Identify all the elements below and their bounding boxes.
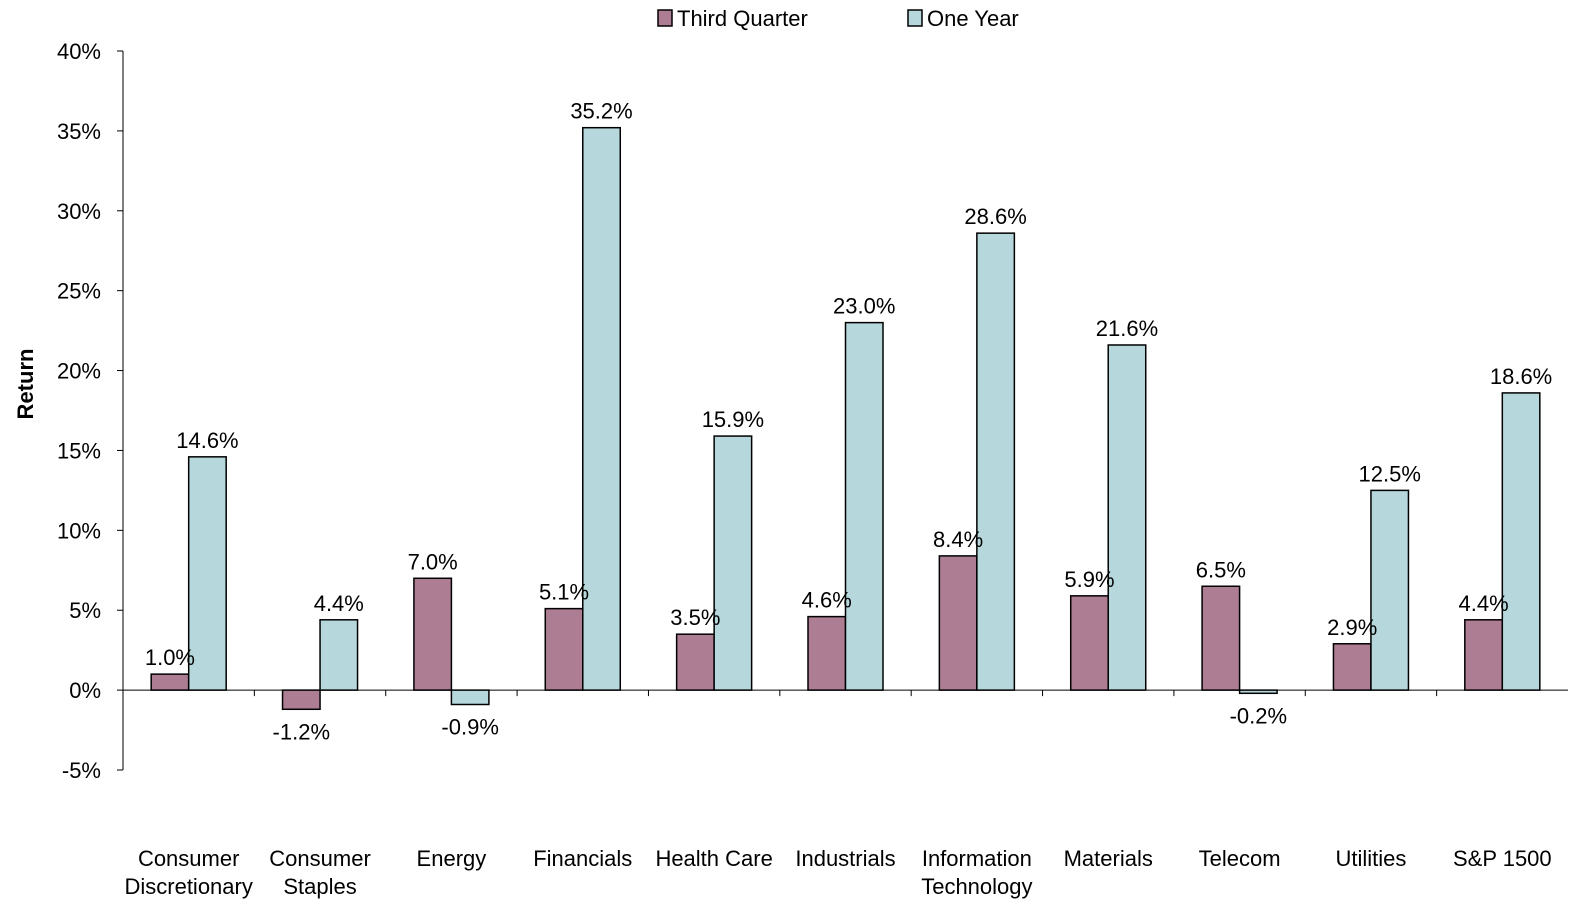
category-label: Utilities bbox=[1336, 846, 1407, 871]
category-label: Staples bbox=[283, 874, 356, 899]
category-label: Consumer bbox=[269, 846, 370, 871]
data-label: 3.5% bbox=[670, 605, 720, 630]
axes: -5% 0% 5% 10% 15% 20% 25% 30% 35% 40% bbox=[57, 39, 1568, 783]
data-label: 12.5% bbox=[1359, 461, 1421, 486]
y-tick-label: 10% bbox=[57, 518, 101, 543]
data-label: 1.0% bbox=[145, 645, 195, 670]
data-label: 7.0% bbox=[408, 549, 458, 574]
bar-third-quarter bbox=[675, 633, 715, 691]
y-tick-label: 20% bbox=[57, 359, 101, 384]
category-label: Information bbox=[922, 846, 1032, 871]
legend-label-one-year: One Year bbox=[927, 6, 1019, 31]
data-label: 28.6% bbox=[964, 204, 1026, 229]
legend-label-third-quarter: Third Quarter bbox=[677, 6, 808, 31]
data-label: 4.4% bbox=[1458, 591, 1508, 616]
data-label: 5.1% bbox=[539, 580, 589, 605]
data-label: -0.9% bbox=[441, 714, 498, 739]
bar-third-quarter bbox=[150, 673, 190, 691]
y-tick-label: 25% bbox=[57, 279, 101, 304]
y-tick-label: 30% bbox=[57, 199, 101, 224]
data-label: 23.0% bbox=[833, 294, 895, 319]
data-label: 35.2% bbox=[570, 99, 632, 124]
bar-one-year bbox=[319, 619, 359, 691]
data-labels: 1.0% 14.6% -1.2% 4.4% 7.0% -0.9% 5.1% 35.2% 3.5%… bbox=[145, 99, 1552, 745]
bar-third-quarter bbox=[1332, 643, 1372, 691]
bar-one-year bbox=[844, 321, 884, 691]
data-label: 15.9% bbox=[702, 407, 764, 432]
bar-third-quarter bbox=[807, 615, 847, 691]
bar-one-year bbox=[450, 689, 490, 706]
bar-one-year bbox=[1501, 392, 1541, 691]
bar-third-quarter bbox=[413, 577, 453, 691]
category-label: Energy bbox=[417, 846, 487, 871]
y-tick-label: 5% bbox=[69, 598, 101, 623]
bar-one-year bbox=[1107, 344, 1147, 691]
y-tick-label: 15% bbox=[57, 438, 101, 463]
data-label: 5.9% bbox=[1064, 567, 1114, 592]
bar-one-year bbox=[1370, 489, 1410, 691]
y-axis-label: Return bbox=[13, 349, 38, 420]
y-tick-label: 40% bbox=[57, 39, 101, 64]
bar-one-year bbox=[582, 126, 622, 691]
data-label: -0.2% bbox=[1230, 703, 1287, 728]
category-label: Consumer bbox=[138, 846, 239, 871]
data-label: 4.4% bbox=[314, 591, 364, 616]
category-label: Industrials bbox=[795, 846, 895, 871]
bars bbox=[150, 126, 1541, 711]
data-label: 14.6% bbox=[176, 428, 238, 453]
bar-third-quarter bbox=[1201, 585, 1241, 691]
category-label: Financials bbox=[533, 846, 632, 871]
bar-one-year bbox=[713, 435, 753, 691]
bar-third-quarter bbox=[544, 607, 584, 691]
category-label: Technology bbox=[921, 874, 1032, 899]
bar-one-year bbox=[187, 456, 227, 691]
data-label: 8.4% bbox=[933, 527, 983, 552]
category-label: Health Care bbox=[655, 846, 772, 871]
category-label: S&P 1500 bbox=[1453, 846, 1552, 871]
y-tick-label: 0% bbox=[69, 678, 101, 703]
bar-one-year bbox=[1238, 689, 1278, 695]
data-label: 6.5% bbox=[1196, 557, 1246, 582]
legend-swatch-one-year bbox=[907, 9, 923, 27]
bar-third-quarter bbox=[281, 689, 321, 711]
bar-one-year bbox=[976, 232, 1016, 691]
bar-third-quarter bbox=[1069, 595, 1109, 691]
data-label: 2.9% bbox=[1327, 615, 1377, 640]
y-tick-label: -5% bbox=[62, 758, 101, 783]
y-tick-label: 35% bbox=[57, 119, 101, 144]
category-label: Telecom bbox=[1199, 846, 1281, 871]
data-label: -1.2% bbox=[273, 719, 330, 744]
legend-swatch-third-quarter bbox=[657, 9, 673, 27]
category-label: Discretionary bbox=[124, 874, 252, 899]
data-label: 18.6% bbox=[1490, 364, 1552, 389]
category-label: Materials bbox=[1064, 846, 1153, 871]
category-labels: Consumer Discretionary Consumer Staples Ener… bbox=[124, 846, 1551, 899]
bar-third-quarter bbox=[1464, 619, 1504, 691]
legend: Third Quarter One Year bbox=[657, 6, 1019, 31]
data-label: 4.6% bbox=[802, 588, 852, 613]
bar-third-quarter bbox=[938, 555, 978, 691]
data-label: 21.6% bbox=[1096, 316, 1158, 341]
